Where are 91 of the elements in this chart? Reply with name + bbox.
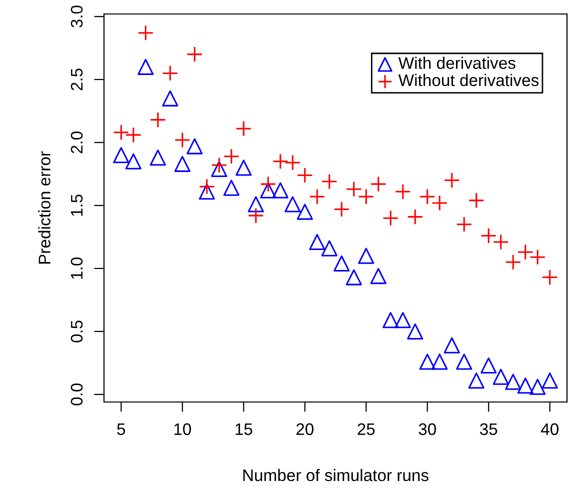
point	[382, 312, 399, 328]
point	[248, 196, 264, 212]
point	[248, 208, 264, 224]
point	[530, 249, 546, 266]
point	[358, 188, 374, 205]
point	[444, 337, 460, 354]
point	[480, 228, 497, 244]
point	[272, 182, 288, 198]
point	[358, 248, 374, 264]
point	[186, 138, 203, 154]
point	[456, 216, 472, 232]
point	[334, 201, 350, 218]
point	[162, 65, 178, 82]
point	[321, 240, 338, 256]
point	[321, 173, 338, 190]
y-tick-label: 0.5	[70, 320, 83, 342]
point	[480, 357, 497, 374]
point	[542, 269, 558, 286]
x-tick-label: 25	[358, 423, 375, 436]
legend-label: Without derivatives	[398, 74, 539, 86]
point	[505, 254, 522, 270]
point	[296, 204, 313, 220]
point	[505, 374, 522, 390]
point	[334, 255, 350, 272]
y-tick-label: 1.0	[70, 258, 83, 279]
point	[236, 160, 252, 176]
point	[198, 184, 215, 200]
point	[260, 176, 276, 192]
point	[309, 234, 326, 250]
point	[125, 126, 142, 143]
point	[236, 120, 252, 137]
x-tick-label: 35	[480, 423, 498, 436]
point	[542, 372, 558, 389]
point	[211, 157, 228, 174]
point	[223, 148, 240, 164]
point	[346, 269, 362, 286]
y-axis-title: Prediction error	[38, 151, 50, 264]
point	[444, 172, 460, 188]
y-tick-label: 0.0	[70, 384, 83, 406]
point	[113, 147, 130, 164]
point	[517, 244, 534, 260]
point	[309, 188, 326, 205]
point	[272, 153, 288, 170]
point	[530, 378, 546, 395]
x-tick-label: 5	[117, 423, 126, 436]
x-tick-label: 30	[418, 423, 436, 436]
x-tick-label: 20	[296, 423, 314, 436]
point	[284, 154, 301, 171]
point	[492, 234, 509, 250]
point	[468, 192, 484, 208]
y-tick-label: 2.5	[70, 68, 83, 90]
point	[492, 368, 509, 385]
legend-label: With derivatives	[398, 56, 516, 69]
point	[456, 354, 472, 370]
point	[174, 132, 190, 148]
point	[346, 181, 362, 198]
point	[284, 196, 301, 212]
point	[211, 160, 228, 177]
point	[296, 167, 313, 184]
point	[150, 112, 166, 128]
point	[162, 90, 178, 106]
point	[198, 178, 215, 195]
x-tick-label: 15	[236, 423, 252, 436]
point	[432, 354, 448, 370]
point	[260, 182, 276, 198]
point	[370, 268, 386, 284]
point	[419, 354, 436, 370]
point	[407, 208, 424, 225]
y-tick-label: 1.5	[71, 194, 83, 216]
point	[370, 176, 386, 192]
x-tick-label: 10	[174, 423, 192, 436]
point	[407, 323, 424, 340]
y-tick-label: 3.0	[70, 6, 83, 28]
point	[138, 24, 154, 41]
point	[186, 46, 203, 62]
point	[113, 124, 130, 140]
point	[394, 312, 411, 328]
point	[394, 184, 411, 200]
point	[138, 58, 154, 75]
point	[468, 372, 484, 389]
point	[432, 194, 448, 212]
point	[419, 188, 436, 205]
point	[125, 153, 142, 170]
point	[382, 210, 399, 226]
point	[174, 156, 190, 172]
x-tick-label: 40	[540, 423, 558, 436]
point	[223, 180, 240, 196]
y-tick-label: 2.0	[70, 132, 83, 154]
x-axis-title: Number of simulator runs	[243, 468, 428, 482]
point	[517, 378, 534, 394]
point	[150, 150, 166, 166]
